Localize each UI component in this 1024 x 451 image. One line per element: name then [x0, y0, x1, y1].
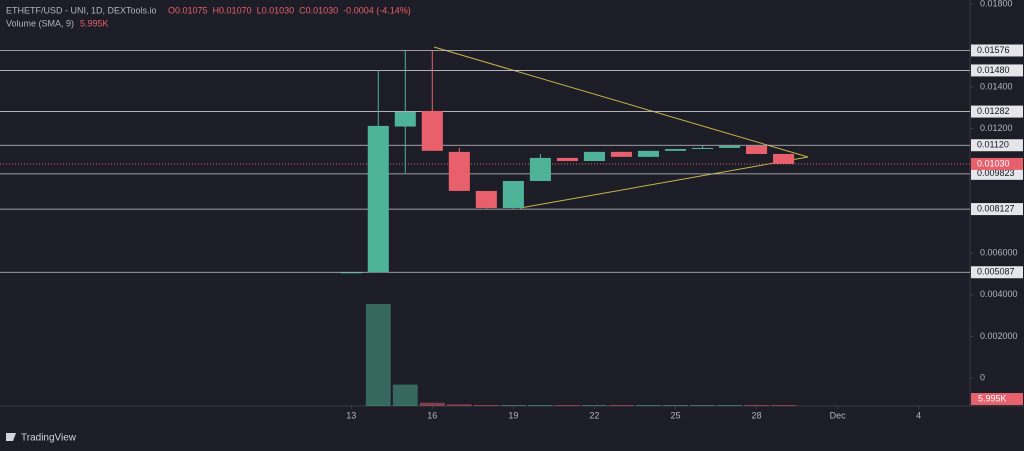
candle-body: [664, 148, 687, 151]
volume-bar: [419, 402, 445, 406]
candle-body: [394, 111, 416, 127]
candle-body: [773, 153, 795, 164]
brand: TradingView: [21, 433, 77, 444]
volume-bar: [771, 405, 796, 406]
volume-sma-axis-label: 5.995K: [978, 393, 1007, 403]
level-label-box: [971, 44, 1023, 57]
level-label: 0.009823: [977, 168, 1015, 178]
volume-bar: [446, 404, 472, 406]
volume-sma: 5.995K: [80, 18, 109, 28]
y-tick-label: 0.01400: [980, 81, 1013, 91]
y-tick-label: 0.002000: [980, 331, 1018, 341]
level-label: 0.005087: [977, 267, 1015, 277]
level-label-box: [971, 266, 1023, 279]
y-tick-label: 0: [980, 372, 985, 382]
level-label: 0.01480: [977, 65, 1010, 75]
candle-body: [367, 125, 389, 273]
candle-body: [691, 147, 714, 149]
y-tick-label: 0.01200: [980, 123, 1013, 133]
level-label-box: [971, 203, 1023, 216]
last-price-box: [971, 157, 1023, 170]
candle-body: [746, 145, 768, 154]
ohlc-legend: C0.01030: [299, 5, 338, 15]
y-tick-label: 0.006000: [980, 248, 1018, 258]
volume-bar: [690, 405, 715, 406]
volume-sma-box: [971, 393, 1023, 406]
candle-body: [448, 151, 470, 191]
x-tick-label: 28: [752, 410, 762, 420]
y-tick-label: 0.01800: [980, 0, 1013, 8]
last-price-label: 0.01030: [977, 158, 1010, 168]
candle-body: [340, 272, 362, 274]
volume-bar: [473, 405, 499, 406]
y-tick-label: 0.004000: [980, 289, 1018, 299]
level-label-box: [971, 167, 1023, 180]
ohlc-legend: -0.0004 (-4.14%): [343, 5, 411, 15]
candle-body: [583, 151, 605, 162]
x-tick-label: 22: [589, 410, 599, 420]
ohlc-legend: H0.01070: [213, 5, 252, 15]
candle-body: [421, 110, 443, 151]
x-tick-label: 13: [346, 410, 356, 420]
level-label: 0.01576: [977, 45, 1010, 55]
volume-bar: [392, 384, 418, 406]
x-tick-label: 25: [670, 410, 680, 420]
candle-body: [475, 190, 497, 208]
candle-body: [637, 150, 660, 157]
level-label: 0.01120: [977, 140, 1009, 150]
triangle-line: [519, 156, 809, 209]
ohlc-legend: L0.01030: [257, 5, 295, 15]
level-label-box: [971, 105, 1023, 118]
candle-body: [610, 151, 632, 157]
brand-logo: [6, 433, 16, 441]
volume-bar: [582, 405, 607, 406]
candle-body: [556, 157, 578, 162]
volume-bar: [365, 304, 391, 406]
candle-body: [502, 180, 524, 208]
ohlc-legend: O0.01075: [168, 5, 208, 15]
x-tick-label: 4: [916, 410, 921, 420]
level-label-box: [971, 139, 1023, 152]
volume-bar: [609, 405, 634, 406]
triangle-line: [433, 46, 809, 158]
candle-body: [529, 157, 551, 181]
volume-bar: [527, 405, 553, 406]
candle-body: [718, 145, 741, 148]
volume-bar: [636, 405, 661, 406]
volume-bar: [500, 405, 526, 406]
volume-bar: [717, 405, 742, 406]
x-tick-label: 19: [508, 410, 518, 420]
volume-bar: [554, 405, 580, 406]
volume-bar: [663, 405, 688, 406]
x-tick-label: 16: [427, 410, 437, 420]
volume-bar: [744, 405, 769, 406]
chart-title: ETHETF/USD - UNI, 1D, DEXTools.io: [6, 5, 157, 15]
level-label-box: [971, 64, 1023, 77]
level-label: 0.008127: [977, 203, 1015, 213]
volume-title: Volume (SMA, 9): [6, 18, 74, 28]
x-tick-label: Dec: [830, 410, 847, 420]
level-label: 0.01282: [977, 106, 1010, 116]
